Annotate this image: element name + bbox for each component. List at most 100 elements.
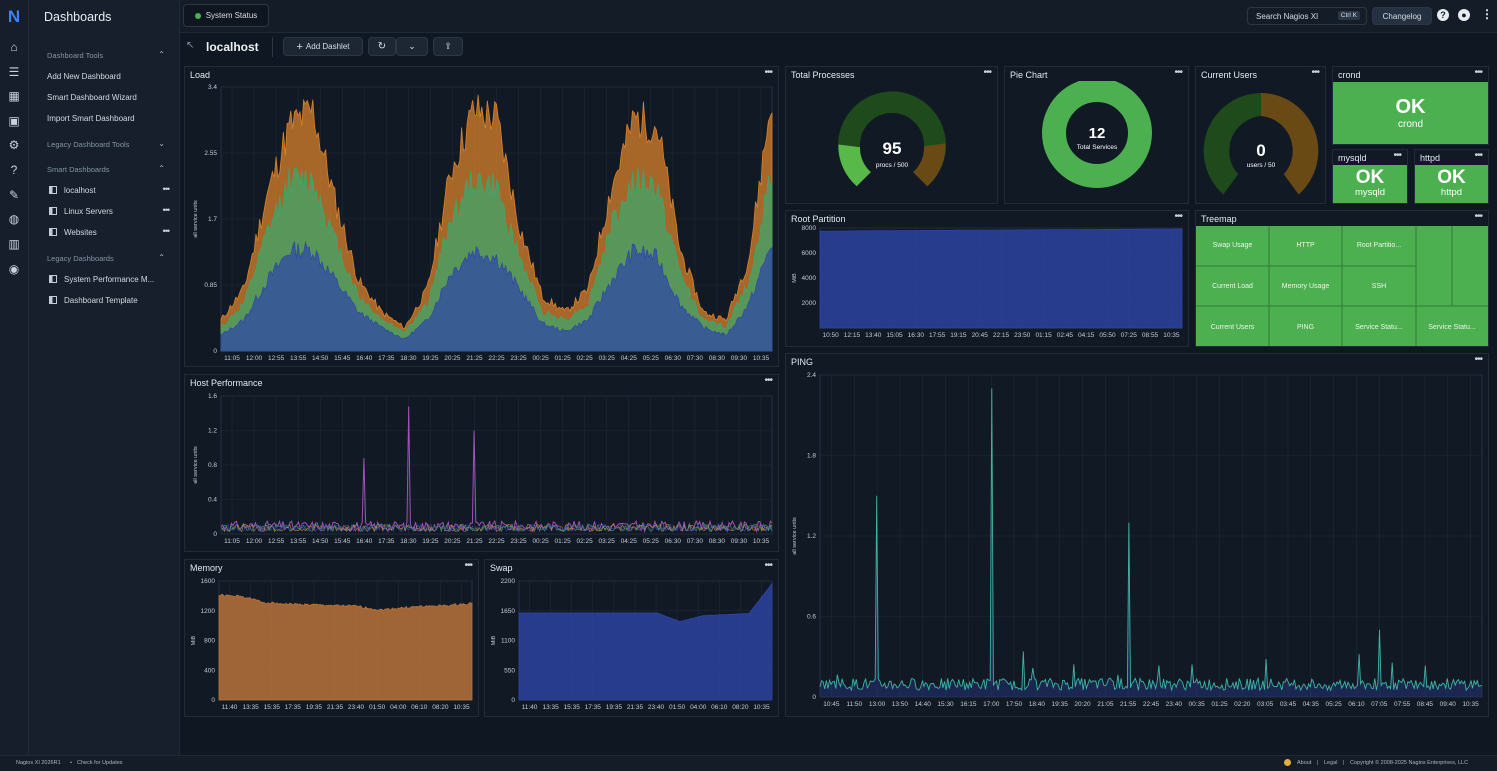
- more-icon[interactable]: •••: [764, 560, 772, 571]
- section-legacy-dashboards[interactable]: Legacy Dashboards ⌃: [47, 253, 165, 263]
- y-tick-label: 0: [511, 697, 515, 704]
- add-dashlet-button[interactable]: + Add Dashlet: [283, 37, 363, 56]
- treemap-cell-root-partition[interactable]: Root Partitio...: [1356, 242, 1402, 249]
- separator: |: [1317, 760, 1319, 766]
- treemap-cell-swap-usage[interactable]: Swap Usage: [1212, 242, 1253, 249]
- treemap-cell-current-load[interactable]: Current Load: [1212, 283, 1253, 290]
- changelog-button[interactable]: Changelog: [1372, 7, 1432, 25]
- x-tick-label: 13:35: [542, 704, 559, 711]
- current-users-dashlet: Current Users ••• 0 users / 50: [1195, 66, 1326, 204]
- treemap-cell-service-status[interactable]: Service Statu...: [1428, 324, 1476, 331]
- x-tick-label: 12:00: [246, 355, 263, 362]
- treemap-cell-current-users[interactable]: Current Users: [1210, 324, 1255, 331]
- more-icon[interactable]: •••: [1174, 211, 1182, 222]
- more-icon[interactable]: •••: [983, 67, 991, 78]
- top-bar: System Status Search Nagios XI Ctrl K Ch…: [180, 0, 1497, 33]
- sidebar-item-smart-dashboard-wizard[interactable]: Smart Dashboard Wizard: [47, 93, 167, 102]
- y-tick-label: 1.6: [208, 393, 217, 400]
- x-tick-label: 15:45: [334, 355, 351, 362]
- user-icon[interactable]: ◉: [8, 262, 20, 276]
- y-tick-label: 1200: [201, 608, 216, 615]
- chevron-down-icon: ⌄: [158, 139, 165, 148]
- more-icon[interactable]: •••: [764, 375, 772, 386]
- service-name: crond: [1397, 119, 1423, 130]
- x-tick-label: 02:25: [577, 355, 594, 362]
- x-tick-label: 18:30: [400, 355, 417, 362]
- x-tick-label: 00:35: [1189, 701, 1206, 708]
- treemap-cell-http[interactable]: HTTP: [1296, 242, 1315, 249]
- crond-status-tile: OK crond: [1333, 82, 1488, 144]
- gear-icon[interactable]: ⚙: [8, 138, 20, 152]
- search-input[interactable]: Search Nagios XI Ctrl K: [1247, 7, 1367, 25]
- more-icon[interactable]: •••: [162, 184, 171, 194]
- globe-icon[interactable]: ◍: [8, 212, 20, 226]
- x-tick-label: 22:15: [993, 332, 1010, 339]
- collapse-arrow-icon[interactable]: ↖: [186, 40, 195, 51]
- x-tick-label: 04:25: [621, 355, 638, 362]
- sidebar-item-add-new-dashboard[interactable]: Add New Dashboard: [47, 72, 167, 81]
- help-icon[interactable]: ?: [1437, 9, 1449, 21]
- y-tick-label: 0.4: [208, 497, 217, 504]
- dashboard-icon: [49, 228, 57, 236]
- treemap-cell-service-status[interactable]: Service Statu...: [1355, 324, 1403, 331]
- dashboard-icon: [49, 207, 57, 215]
- refresh-button[interactable]: ↻: [368, 37, 396, 56]
- more-icon[interactable]: •••: [1474, 354, 1482, 365]
- sidebar-item-import-smart-dashboard[interactable]: Import Smart Dashboard: [47, 114, 167, 123]
- more-icon[interactable]: •••: [464, 560, 472, 571]
- check-updates-link[interactable]: Check for Updates: [77, 760, 123, 766]
- y-tick-label: 1600: [201, 578, 216, 585]
- y-tick-label: 0: [812, 694, 816, 701]
- sidebar-item-linux-servers[interactable]: Linux Servers •••: [49, 205, 171, 216]
- more-icon[interactable]: •••: [1474, 67, 1482, 78]
- x-tick-label: 05:25: [643, 538, 660, 545]
- section-legacy-dashboard-tools[interactable]: Legacy Dashboard Tools ⌄: [47, 139, 165, 149]
- about-link[interactable]: About: [1297, 760, 1312, 766]
- more-icon[interactable]: •••: [1174, 67, 1182, 78]
- building-icon[interactable]: ▥: [8, 237, 20, 251]
- more-icon[interactable]: •••: [1393, 150, 1401, 161]
- tab-system-status[interactable]: System Status: [183, 4, 269, 27]
- x-tick-label: 19:25: [422, 355, 439, 362]
- x-tick-label: 05:25: [643, 355, 660, 362]
- x-tick-label: 08:30: [709, 355, 726, 362]
- more-icon[interactable]: •••: [764, 67, 772, 78]
- x-tick-label: 15:05: [886, 332, 903, 339]
- home-icon[interactable]: ⌂: [10, 40, 18, 54]
- legal-link[interactable]: Legal: [1324, 760, 1338, 766]
- version-text: Nagios XI 2026R1: [16, 760, 61, 766]
- refresh-options-dropdown[interactable]: ⌄: [396, 37, 428, 56]
- host-performance-chart: 0 0.4 0.8 1.2 1.6 11:05 12:00 12:55 13:55 14:50 15…: [193, 393, 773, 545]
- section-label: Smart Dashboards: [47, 165, 110, 174]
- sidebar-item-websites[interactable]: Websites •••: [49, 226, 171, 237]
- search-placeholder: Search Nagios XI: [1256, 11, 1319, 21]
- graph-icon[interactable]: ▣: [8, 114, 20, 128]
- section-smart-dashboards[interactable]: Smart Dashboards ⌃: [47, 164, 165, 174]
- wrench-icon[interactable]: ✎: [8, 188, 20, 202]
- x-tick-label: 19:15: [950, 332, 967, 339]
- sidebar-item-dashboard-template[interactable]: Dashboard Template: [49, 296, 169, 305]
- treemap-cell-memory-usage[interactable]: Memory Usage: [1281, 283, 1330, 290]
- treemap-cell-ssh[interactable]: SSH: [1371, 283, 1387, 290]
- more-icon[interactable]: •••: [1474, 150, 1482, 161]
- more-icon[interactable]: •••: [1474, 211, 1482, 222]
- sidebar-item-system-performance[interactable]: System Performance M...: [49, 275, 169, 284]
- host-perf-series-line: [220, 406, 773, 534]
- more-icon[interactable]: •••: [1311, 67, 1319, 78]
- sidebar-item-localhost[interactable]: localhost •••: [49, 184, 171, 195]
- export-button[interactable]: ⇪: [433, 37, 463, 56]
- mysqld-dashlet: mysqld ••• OK mysqld: [1332, 149, 1408, 204]
- nagios-logo-icon[interactable]: N: [7, 7, 21, 26]
- section-dashboard-tools[interactable]: Dashboard Tools ⌃: [47, 50, 165, 60]
- x-tick-label: 22:25: [488, 538, 505, 545]
- sun-icon[interactable]: [1284, 759, 1291, 766]
- account-icon[interactable]: ●: [1458, 9, 1470, 21]
- more-icon[interactable]: •••: [162, 226, 171, 236]
- more-icon[interactable]: •••: [162, 205, 171, 215]
- help-icon[interactable]: ?: [10, 163, 18, 177]
- x-tick-label: 14:50: [312, 538, 329, 545]
- treemap-cell-ping[interactable]: PING: [1296, 324, 1315, 331]
- list-icon[interactable]: ☰: [8, 65, 20, 79]
- dashboard-icon[interactable]: ▦: [8, 89, 20, 103]
- kebab-menu-icon[interactable]: ⋮: [1481, 7, 1493, 21]
